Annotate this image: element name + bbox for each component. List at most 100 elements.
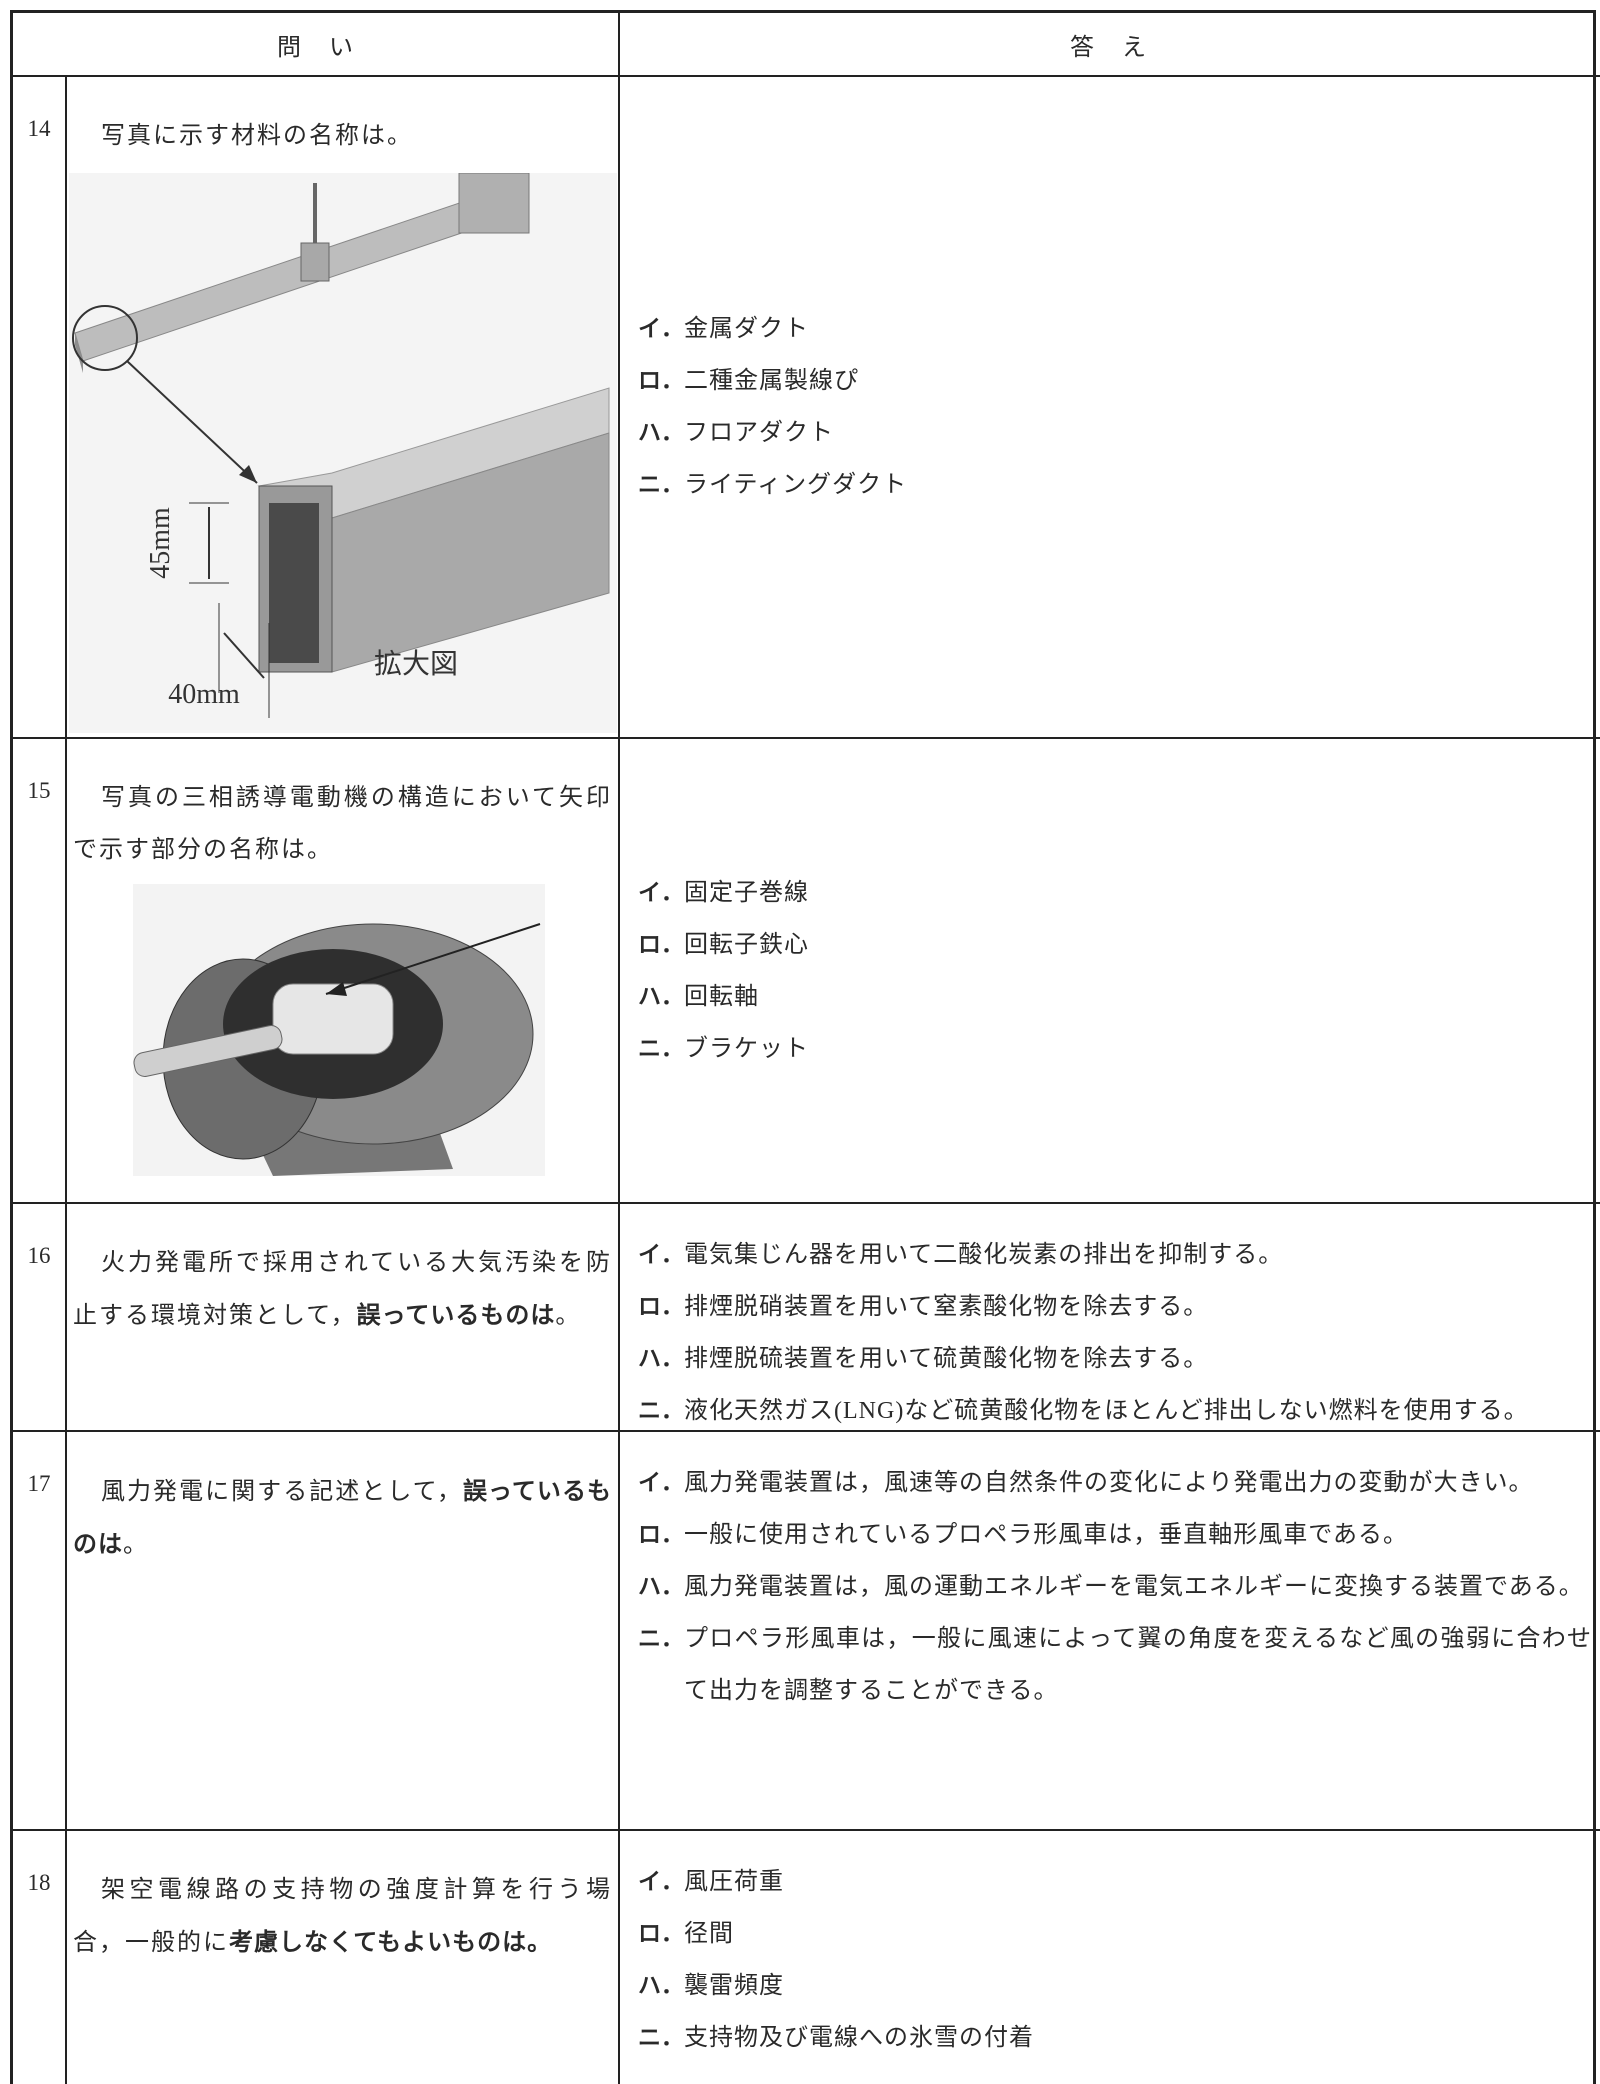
row-divider bbox=[10, 1430, 1600, 1432]
choice: ハ． 回転軸 bbox=[638, 971, 1592, 1023]
choice-label: ロ． bbox=[638, 1921, 684, 1947]
choice-label: イ． bbox=[638, 316, 684, 342]
header-answer: 答 え bbox=[1070, 35, 1148, 61]
answer-cell: イ． 電気集じん器を用いて二酸化炭素の排出を抑制する。 ロ． 排煙脱硝装置を用いて窒素… bbox=[620, 1203, 1596, 1431]
choice-text: 襲雷頻度 bbox=[684, 1973, 784, 1999]
header-question: 問 い bbox=[277, 35, 355, 61]
choice-text: 風力発電装置は，風の運動エネルギーを電気エネルギーに変換する装置である。 bbox=[684, 1574, 1584, 1600]
question-number: 14 bbox=[27, 116, 51, 141]
question-text: 写真に示す材料の名称は。 bbox=[67, 76, 618, 738]
choice: ハ． 風力発電装置は，風の運動エネルギーを電気エネルギーに変換する装置である。 bbox=[638, 1561, 1592, 1613]
choice-text: 金属ダクト bbox=[684, 316, 809, 342]
question-text: 風力発電に関する記述として，誤っているものは。 bbox=[67, 1431, 618, 1830]
dimension-label: 45mm bbox=[145, 507, 176, 579]
figure-shape bbox=[272, 983, 394, 1055]
question-segment: 。 bbox=[555, 1303, 582, 1329]
choice-label: ハ． bbox=[638, 1346, 684, 1372]
choice: イ． 風力発電装置は，風速等の自然条件の変化により発電出力の変動が大きい。 bbox=[638, 1457, 1592, 1509]
column-divider bbox=[618, 10, 620, 2084]
choice: ニ． プロペラ形風車は，一般に風速によって翼の角度を変えるなど風の強弱に合わせて出… bbox=[638, 1613, 1592, 1717]
choice: ハ． 襲雷頻度 bbox=[638, 1960, 1592, 2012]
motor-photo bbox=[133, 884, 545, 1176]
column-divider bbox=[65, 1431, 67, 1830]
question-emphasis: 誤っているものは bbox=[73, 1477, 612, 1558]
figure-shape bbox=[223, 632, 265, 679]
row-divider bbox=[10, 737, 1600, 739]
figure-shape bbox=[325, 923, 541, 995]
choice-label: ニ． bbox=[638, 1035, 684, 1062]
row-divider bbox=[10, 1829, 1600, 1831]
choice-label: ハ． bbox=[638, 983, 684, 1010]
question-emphasis: 誤っているものは bbox=[356, 1301, 556, 1329]
choice-label: イ． bbox=[638, 1869, 684, 1895]
question-segment: 。 bbox=[123, 1532, 149, 1558]
question-segment: 写真に示す材料の名称は。 bbox=[101, 123, 413, 149]
question-number: 16 bbox=[27, 1243, 51, 1268]
figure-caption: 拡大図 bbox=[374, 648, 458, 680]
choice-text: 風力発電装置は，風速等の自然条件の変化により発電出力の変動が大きい。 bbox=[684, 1470, 1534, 1496]
choice-text: 排煙脱硝装置を用いて窒素酸化物を除去する。 bbox=[684, 1294, 1209, 1320]
choice-label: ロ． bbox=[638, 1522, 684, 1548]
choice: イ． 風圧荷重 bbox=[638, 1856, 1592, 1908]
figure-shape bbox=[126, 360, 258, 484]
choice-label: ロ． bbox=[638, 931, 684, 958]
question-segment: 風力発電に関する記述として， bbox=[101, 1479, 464, 1505]
choice: ニ． 液化天然ガス(LNG)など硫黄酸化物をほとんど排出しない燃料を使用する。 bbox=[638, 1385, 1592, 1437]
answer-cell: イ． 風圧荷重 ロ． 径間 ハ． 襲雷頻度 ニ． 支持物及び電線への氷雪の付着 bbox=[620, 1830, 1596, 2084]
question-text: 火力発電所で採用されている大気汚染を防止する環境対策として，誤っているものは。 bbox=[67, 1203, 618, 1431]
table-frame bbox=[10, 10, 1596, 2084]
question-number: 15 bbox=[27, 778, 51, 803]
column-divider bbox=[65, 738, 67, 1203]
choice: ロ． 回転子鉄心 bbox=[638, 919, 1592, 971]
choice-label: ロ． bbox=[638, 368, 684, 394]
row-divider bbox=[10, 75, 1600, 77]
choice-text: 径間 bbox=[684, 1921, 734, 1947]
choice: ニ． ライティングダクト bbox=[638, 459, 1592, 511]
question-segment: 火力発電所で採用されている大気汚染を防止する環境対策として， bbox=[73, 1250, 612, 1329]
choice: ロ． 一般に使用されているプロペラ形風車は，垂直軸形風車である。 bbox=[638, 1509, 1592, 1561]
choice: ハ． 排煙脱硫装置を用いて硫黄酸化物を除去する。 bbox=[638, 1333, 1592, 1385]
choice-label: イ． bbox=[638, 1470, 684, 1496]
question-text: 架空電線路の支持物の強度計算を行う場合，一般的に考慮しなくてもよいものは。 bbox=[67, 1830, 618, 2084]
choice-label: ニ． bbox=[638, 1398, 684, 1424]
choice-text: 回転子鉄心 bbox=[684, 931, 809, 958]
question-emphasis: 考慮しなくてもよいものは。 bbox=[229, 1928, 553, 1956]
figure-shape bbox=[300, 242, 330, 282]
choice-text: 排煙脱硫装置を用いて硫黄酸化物を除去する。 bbox=[684, 1346, 1209, 1372]
choice-label: ハ． bbox=[638, 1973, 684, 1999]
question-segment: 写真の三相誘導電動機の構造において矢印で示す部分の名称は。 bbox=[73, 785, 612, 863]
choice-text: 回転軸 bbox=[684, 983, 759, 1010]
duct-photo: 45mm 40mm 拡大図 bbox=[69, 173, 617, 733]
choice: イ． 電気集じん器を用いて二酸化炭素の排出を抑制する。 bbox=[638, 1229, 1592, 1281]
dimension-label: 40mm bbox=[168, 679, 240, 710]
choice-text: フロアダクト bbox=[684, 420, 834, 446]
choice-label: ハ． bbox=[638, 420, 684, 446]
answer-cell: イ． 金属ダクト ロ． 二種金属製線ぴ ハ． フロアダクト ニ． ライティングダクト bbox=[620, 76, 1596, 738]
question-number: 18 bbox=[27, 1870, 51, 1895]
choice-text: ブラケット bbox=[684, 1035, 809, 1062]
choice-label: ニ． bbox=[638, 1626, 684, 1652]
choice-text: プロペラ形風車は，一般に風速によって翼の角度を変えるなど風の強弱に合わせて出力を… bbox=[684, 1626, 1592, 1704]
question-text: 写真の三相誘導電動機の構造において矢印で示す部分の名称は。 bbox=[67, 738, 618, 1203]
figure-shape bbox=[239, 465, 257, 483]
choice: ロ． 二種金属製線ぴ bbox=[638, 355, 1592, 407]
choice-text: 風圧荷重 bbox=[684, 1869, 784, 1895]
choice-label: ロ． bbox=[638, 1294, 684, 1320]
choice-label: ニ． bbox=[638, 2025, 684, 2051]
choice: イ． 固定子巻線 bbox=[638, 867, 1592, 919]
choice-label: イ． bbox=[638, 879, 684, 906]
column-divider bbox=[65, 1830, 67, 2084]
choice-text: 支持物及び電線への氷雪の付着 bbox=[684, 2025, 1034, 2051]
figure-shape bbox=[75, 333, 83, 373]
choice: ニ． 支持物及び電線への氷雪の付着 bbox=[638, 2012, 1592, 2064]
figure-shape bbox=[72, 305, 138, 371]
choice-label: ハ． bbox=[638, 1574, 684, 1600]
row-divider bbox=[10, 1202, 1600, 1204]
choice-text: 二種金属製線ぴ bbox=[684, 368, 859, 394]
column-divider bbox=[65, 76, 67, 738]
figure-shape bbox=[458, 173, 530, 234]
choice: ハ． フロアダクト bbox=[638, 407, 1592, 459]
answer-cell: イ． 固定子巻線 ロ． 回転子鉄心 ハ． 回転軸 ニ． ブラケット bbox=[620, 738, 1596, 1203]
choice: ロ． 排煙脱硝装置を用いて窒素酸化物を除去する。 bbox=[638, 1281, 1592, 1333]
